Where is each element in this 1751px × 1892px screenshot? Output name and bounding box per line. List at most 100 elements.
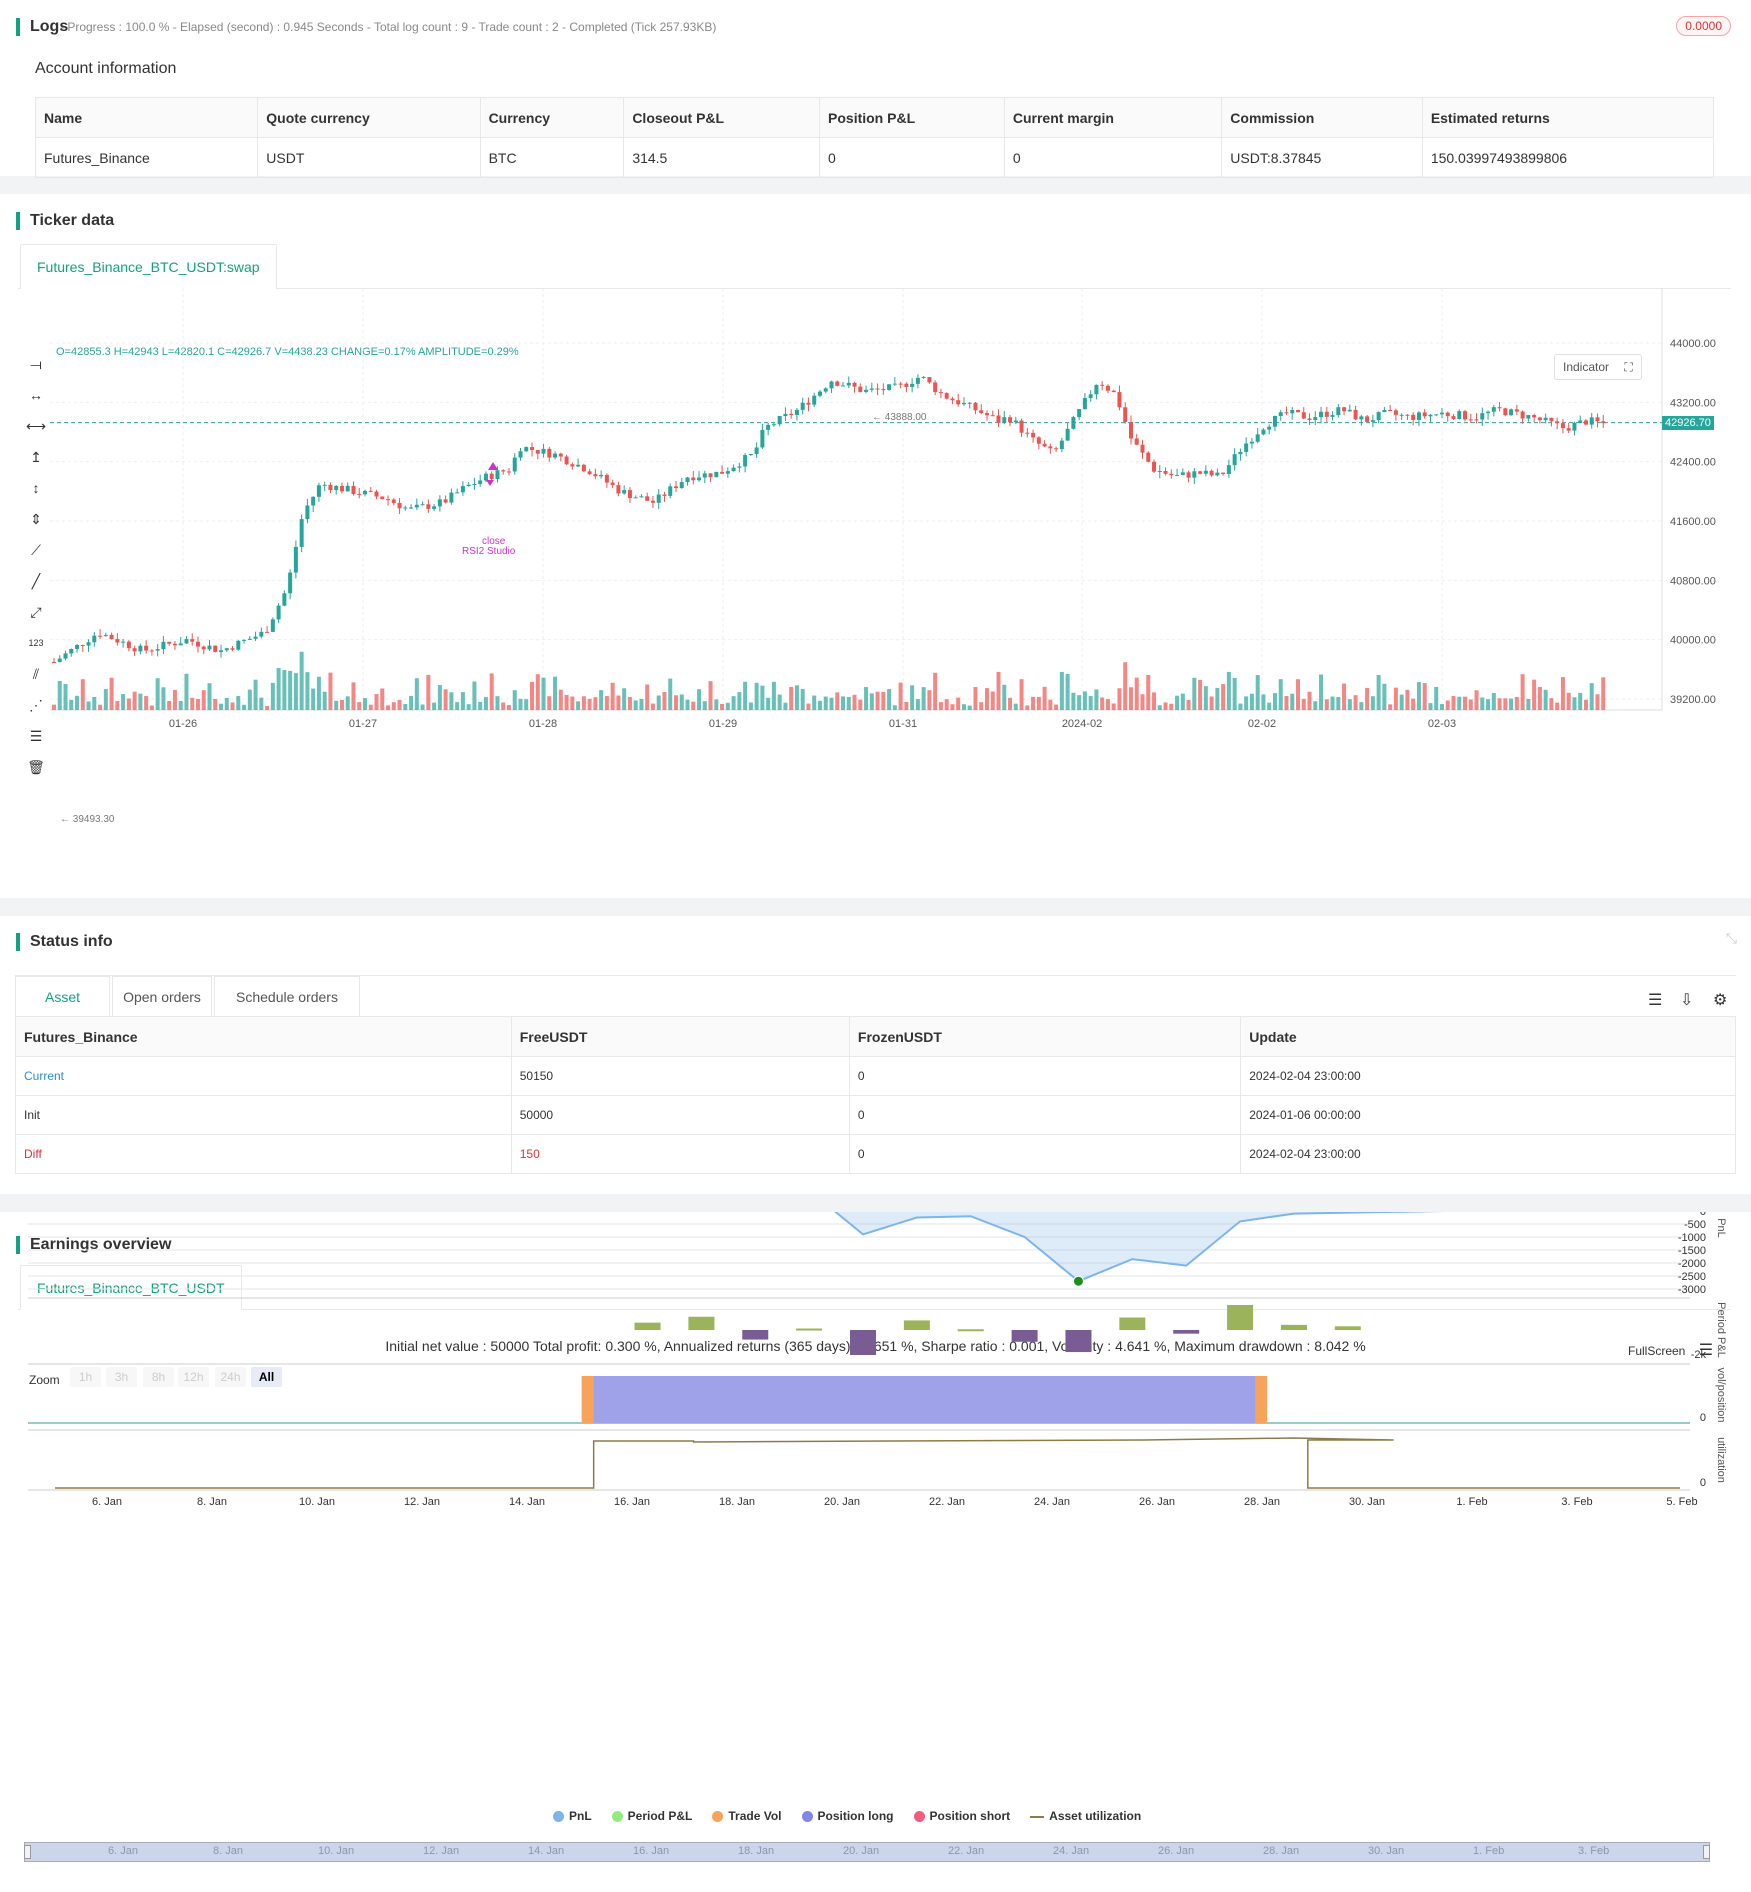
zoom-24h-button[interactable]: 24h xyxy=(215,1367,246,1387)
vertical-segment-icon[interactable]: ↕ xyxy=(32,480,40,496)
legend-item[interactable]: Asset utilization xyxy=(1030,1809,1141,1823)
horizontal-ray-icon[interactable]: ⟞ xyxy=(30,356,42,372)
table-cell: 50000 xyxy=(510,1095,850,1135)
date-tick-label: 1. Feb xyxy=(1456,1496,1487,1508)
volume-bar xyxy=(190,697,195,710)
table-cell: USDT:8.37845 xyxy=(1221,137,1423,178)
logs-badge: 0.0000 xyxy=(1676,16,1731,36)
row-label[interactable]: Init xyxy=(15,1095,512,1135)
price-range-icon[interactable]: 123 xyxy=(28,638,44,648)
trend-ray-icon[interactable]: ⟋ xyxy=(31,542,41,558)
candle-body xyxy=(956,400,961,405)
candle-body xyxy=(213,645,218,652)
legend-item[interactable]: Position short xyxy=(913,1809,1010,1823)
legend-item[interactable]: PnL xyxy=(553,1809,592,1823)
navigator-scrollbar[interactable]: 6. Jan 8. Jan 10. Jan 12. Jan 14. Jan 16. Jan… xyxy=(24,1842,1710,1862)
download-icon[interactable]: ⇩ xyxy=(1680,992,1694,1009)
column-header: Current margin xyxy=(1003,97,1223,138)
candle-body xyxy=(276,605,281,620)
candlestick-chart[interactable]: 44000.00 43200.00 42400.00 41600.00 40800.00… xyxy=(0,194,1751,898)
candle-body xyxy=(1296,409,1300,413)
candle-body xyxy=(1422,412,1427,417)
volume-bar xyxy=(506,705,511,710)
volume-bar xyxy=(455,702,460,710)
volume-bar xyxy=(1514,696,1519,710)
vertical-line-icon[interactable]: ⇕ xyxy=(30,511,42,527)
collapse-icon[interactable]: ⤡ xyxy=(1725,930,1737,946)
candle-body xyxy=(1146,452,1151,462)
candle-body xyxy=(1486,411,1491,414)
candle-body xyxy=(593,474,598,477)
candle-body xyxy=(1330,415,1335,417)
tab-ticker-symbol[interactable]: Futures_Binance_BTC_USDT:swap xyxy=(20,244,277,289)
row-label[interactable]: Current xyxy=(15,1056,512,1096)
tab-schedule-orders[interactable]: Schedule orders xyxy=(214,976,360,1016)
volume-bar xyxy=(1439,704,1444,710)
earnings-chart[interactable]: 150010005000-500-1000-1500-2000-2500-300… xyxy=(0,1212,1751,1892)
volume-bar xyxy=(668,678,673,710)
volume-bar xyxy=(766,697,771,710)
fib-channel-icon[interactable]: ⋰ xyxy=(29,697,43,713)
candle-body xyxy=(391,499,396,503)
row-label[interactable]: Diff xyxy=(15,1134,512,1174)
candle-body xyxy=(639,496,644,498)
fullscreen-button[interactable]: FullScreen ☰ xyxy=(1628,1340,1713,1360)
volume-bar xyxy=(1399,694,1404,710)
candle-body xyxy=(483,473,488,481)
logs-title: Logs xyxy=(16,18,68,36)
trend-line-icon[interactable]: ╱ xyxy=(31,573,41,589)
tab-earnings-symbol[interactable]: Futures_Binance_BTC_USDT xyxy=(20,1265,242,1310)
candle-body xyxy=(604,474,609,483)
candle-body xyxy=(345,485,350,492)
candle-body xyxy=(1474,419,1479,421)
candle-body xyxy=(75,645,80,649)
candle-body xyxy=(1520,411,1525,419)
trash-icon[interactable]: 🗑 xyxy=(27,759,45,775)
candle-body xyxy=(616,485,621,494)
candle-body xyxy=(1601,421,1606,424)
fib-levels-icon[interactable]: ☰ xyxy=(29,728,43,744)
candle-body xyxy=(697,477,702,481)
volume-bar xyxy=(1555,702,1560,710)
settings-icon[interactable]: ⚙ xyxy=(1713,992,1728,1009)
candle-body xyxy=(1082,398,1087,410)
date-tick-label: 3. Feb xyxy=(1561,1496,1592,1508)
parallel-channel-icon[interactable]: ⫽ xyxy=(32,666,40,682)
date-tick-label: 01-29 xyxy=(709,718,737,730)
horizontal-line-icon[interactable]: ↔ xyxy=(29,387,43,403)
zoom-1h-button[interactable]: 1h xyxy=(70,1367,101,1387)
vertical-ray-icon[interactable]: ↥ xyxy=(30,449,42,465)
asset-table: Futures_Binance FreeUSDT FrozenUSDT Update C… xyxy=(15,1016,1736,1174)
navigator-right-handle[interactable] xyxy=(1703,1845,1710,1859)
table-cell: 0 xyxy=(848,1095,1242,1135)
zoom-8h-button[interactable]: 8h xyxy=(143,1367,174,1387)
legend-item[interactable]: Trade Vol xyxy=(712,1809,782,1823)
candle-body xyxy=(581,464,586,472)
expand-icon[interactable]: ⛶ xyxy=(1624,360,1633,374)
navigator-left-handle[interactable] xyxy=(24,1845,31,1859)
candle-body xyxy=(1105,385,1110,391)
legend-item[interactable]: Position long xyxy=(801,1809,894,1823)
indicator-button[interactable]: Indicator ⛶ xyxy=(1554,354,1642,380)
zoom-3h-button[interactable]: 3h xyxy=(106,1367,137,1387)
volume-bar xyxy=(414,678,419,710)
legend-item[interactable]: Period P&L xyxy=(611,1809,692,1823)
trend-segment-icon[interactable]: ⤢ xyxy=(30,604,42,620)
zoom-All-button[interactable]: All xyxy=(251,1367,282,1387)
candle-body xyxy=(760,429,765,448)
extended-line-icon[interactable]: ⟷ xyxy=(26,418,47,434)
candle-body xyxy=(1434,414,1439,416)
tab-asset[interactable]: Asset xyxy=(15,976,110,1016)
zoom-12h-button[interactable]: 12h xyxy=(178,1367,209,1387)
candle-body xyxy=(80,645,85,647)
table-cell: 314.5 xyxy=(623,137,821,178)
volume-bar xyxy=(985,688,989,710)
volume-bar xyxy=(426,674,431,710)
candle-body xyxy=(1583,420,1588,425)
table-cell: 2024-02-04 23:00:00 xyxy=(1240,1056,1736,1096)
list-icon[interactable]: ☰ xyxy=(1648,992,1663,1009)
candle-body xyxy=(558,453,563,457)
volume-bar xyxy=(581,696,586,710)
menu-icon[interactable]: ☰ xyxy=(1698,1342,1714,1359)
tab-open-orders[interactable]: Open orders xyxy=(112,976,212,1016)
